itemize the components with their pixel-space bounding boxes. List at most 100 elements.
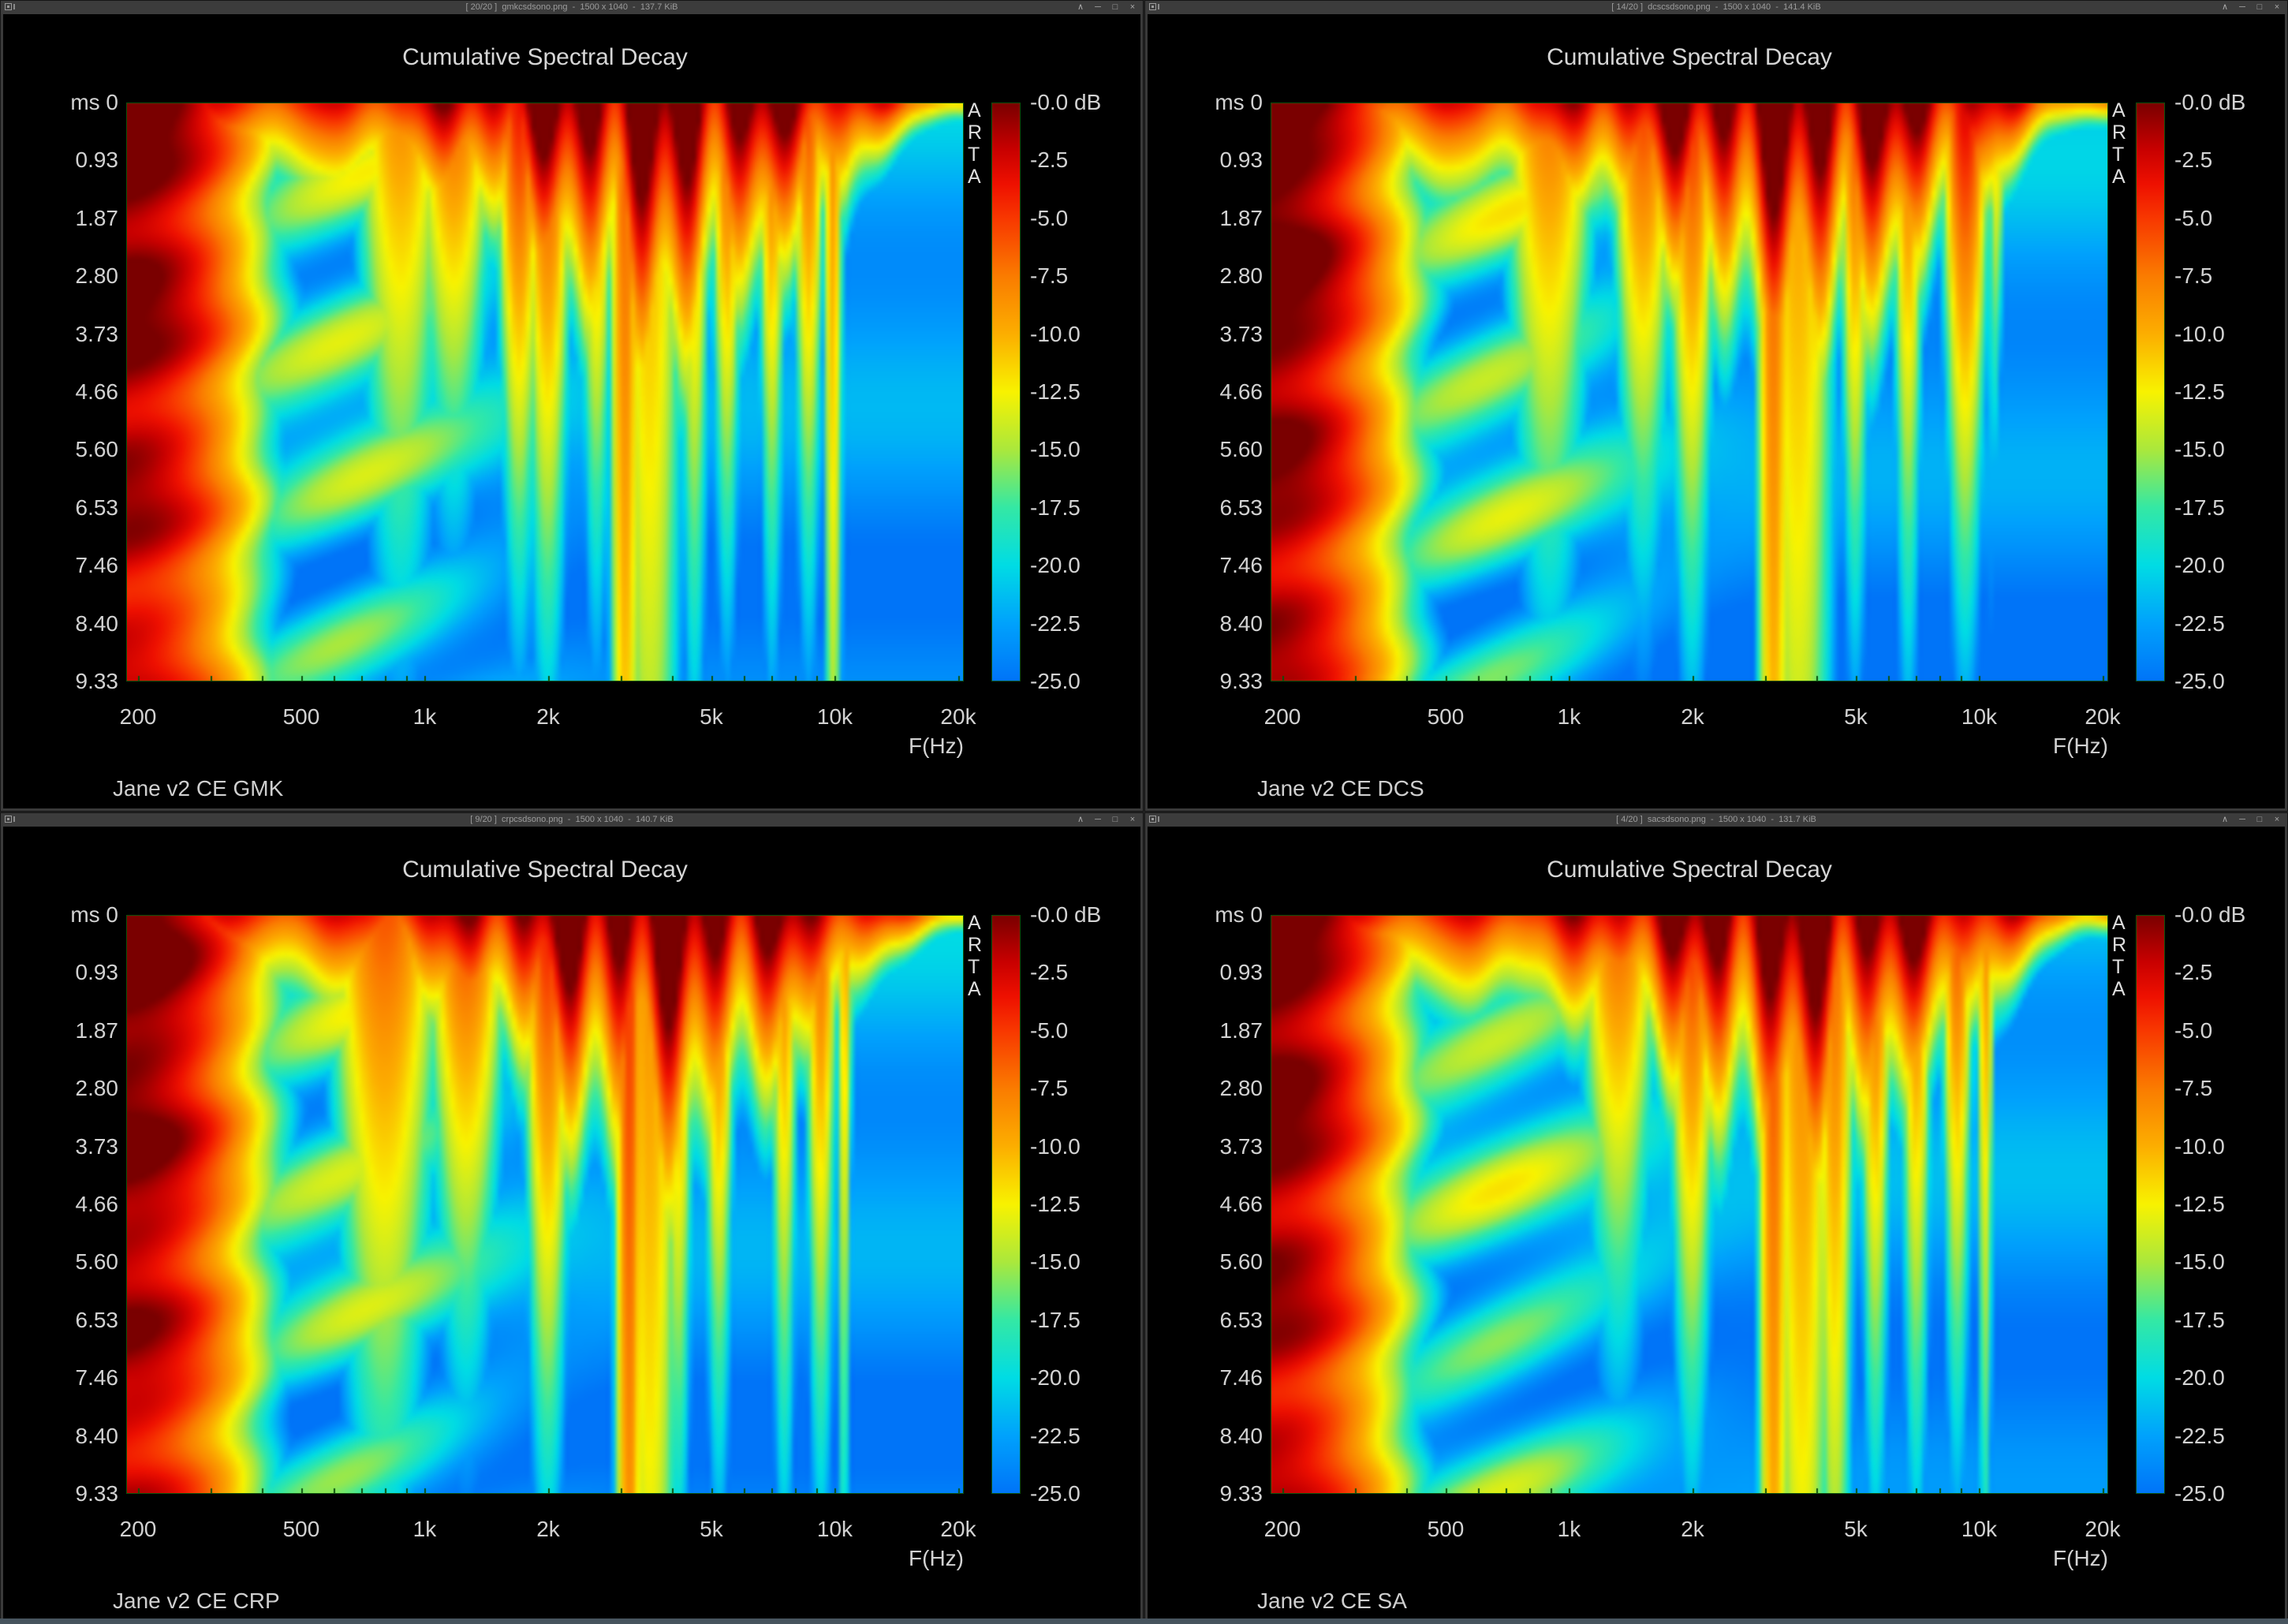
x-tick-label: 1k [412, 1517, 437, 1541]
csd-heatmap-canvas [127, 916, 963, 1493]
y-tick-label: 1.87 [75, 205, 119, 230]
colorbar-tick-label: -25.0 [2174, 1480, 2225, 1506]
x-tick-label: 2k [1681, 1517, 1704, 1541]
watermark-letter: A [2112, 99, 2126, 121]
window-button[interactable]: × [2274, 815, 2280, 824]
colorbar-tick-label: -15.0 [1030, 437, 1081, 462]
y-tick-label: 2.80 [75, 263, 119, 289]
y-tick-label: 9.33 [75, 668, 119, 693]
x-axis-labels: 200 500 1k 2k 5k 10k 20k [0, 1517, 1144, 1542]
window-titlebar[interactable]: [ 9/20 ] crpcsdsono.png - 1500 x 1040 - … [1, 813, 1143, 827]
window-title: [ 4/20 ] sacsdsono.png - 1500 x 1040 - 1… [1616, 815, 1816, 824]
colorbar-tick-label: -10.0 [1030, 1133, 1081, 1159]
colorbar-tick-label: -22.5 [2174, 1423, 2225, 1448]
window-button[interactable]: ─ [1095, 2, 1101, 12]
colorbar-tick-label: -0.0 dB [2174, 902, 2246, 927]
window-button[interactable]: × [1129, 815, 1136, 824]
watermark-letter: R [2112, 121, 2127, 144]
background-window-edge [0, 1618, 2288, 1624]
window-titlebar[interactable]: [ 14/20 ] dcscsdsono.png - 1500 x 1040 -… [1145, 1, 2287, 14]
window-titlebar[interactable]: [ 20/20 ] gmkcsdsono.png - 1500 x 1040 -… [1, 1, 1143, 14]
window-button[interactable]: ∧ [2221, 815, 2229, 824]
x-tick-label: 10k [816, 704, 853, 729]
chart-title: Cumulative Spectral Decay [402, 857, 688, 883]
window-title: [ 14/20 ] dcscsdsono.png - 1500 x 1040 -… [1611, 2, 1821, 12]
window-button[interactable]: ─ [2239, 815, 2245, 824]
x-tick-label: 10k [816, 1517, 853, 1541]
y-tick-label: 3.73 [1219, 321, 1263, 346]
window-button[interactable]: × [2274, 2, 2280, 12]
colorbar-tick-label: -20.0 [2174, 553, 2225, 578]
y-tick-label: 7.46 [1219, 553, 1263, 578]
window-titlebar[interactable]: [ 4/20 ] sacsdsono.png - 1500 x 1040 - 1… [1145, 813, 2287, 827]
x-tick-label: 20k [2085, 1517, 2121, 1541]
window-button[interactable]: ∧ [1077, 815, 1084, 824]
y-tick-label: 3.73 [1219, 1133, 1263, 1159]
x-tick-label: 20k [940, 1517, 976, 1541]
app-icon-glyph [1151, 6, 1154, 8]
y-tick-label: 0.93 [75, 147, 119, 173]
x-axis-unit-label: F(Hz) [909, 1546, 964, 1570]
watermark-letter: A [2112, 978, 2126, 1000]
y-tick-label: 9.33 [1219, 668, 1263, 693]
window-button[interactable]: □ [1112, 815, 1118, 824]
y-tick-label: 6.53 [75, 495, 119, 520]
colorbar-tick-label: -5.0 [1030, 205, 1069, 230]
window-button[interactable]: ─ [1095, 815, 1101, 824]
colorbar-tick-label: -17.5 [2174, 1307, 2225, 1332]
x-tick-label: 200 [119, 704, 157, 729]
colorbar-tick-label: -2.5 [2174, 960, 2213, 985]
x-tick-label: 2k [536, 1517, 560, 1541]
y-tick-label: 4.66 [75, 379, 119, 404]
y-tick-label: 8.40 [1219, 1423, 1263, 1448]
y-tick-label: 0.93 [75, 960, 119, 985]
window-button[interactable]: ∧ [1077, 2, 1084, 12]
window-button[interactable]: □ [1112, 2, 1118, 12]
window-button[interactable]: × [1129, 2, 1136, 12]
x-tick-label: 10k [1961, 704, 1998, 729]
x-tick-label: 1k [412, 704, 437, 729]
colorbar-tick-label: -12.5 [2174, 1191, 2225, 1216]
x-axis-labels: 200 500 1k 2k 5k 10k 20k [1144, 1517, 2288, 1542]
measurement-caption: Jane v2 CE DCS [1257, 776, 1424, 801]
app-icon[interactable] [1149, 3, 1159, 10]
app-icon[interactable] [5, 3, 15, 10]
colorbar-tick-label: -12.5 [1030, 1191, 1081, 1216]
y-tick-label: 5.60 [1219, 1249, 1263, 1275]
colorbar-tick-label: -7.5 [2174, 1076, 2213, 1101]
window-button[interactable]: □ [2256, 2, 2263, 12]
x-tick-label: 5k [700, 1517, 723, 1541]
app-icon[interactable] [5, 816, 15, 823]
colorbar-tick-label: -15.0 [2174, 1249, 2225, 1275]
colorbar-labels: -0.0 dB -2.5 -5.0 -7.5 -10.0 -12.5 -15.0 -17.5 -… [2174, 91, 2245, 693]
window-button[interactable]: ─ [2239, 2, 2245, 12]
app-icon[interactable] [1149, 816, 1159, 823]
window-buttons: ∧ ─ □ × [1076, 1, 1137, 14]
colorbar-tick-label: -25.0 [1030, 1480, 1081, 1506]
colorbar-tick-label: -10.0 [2174, 1133, 2225, 1159]
colorbar-tick-label: -20.0 [2174, 1365, 2225, 1391]
y-tick-label: 0.93 [1219, 147, 1263, 173]
window-button[interactable]: ∧ [2221, 2, 2229, 12]
x-tick-label: 200 [1263, 704, 1301, 729]
x-tick-label: 5k [1844, 704, 1868, 729]
colorbar-tick-label: -22.5 [2174, 610, 2225, 636]
colorbar-tick-label: -2.5 [1030, 147, 1069, 173]
watermark-letter: A [2112, 912, 2126, 934]
app-icon-glyph [1151, 818, 1154, 820]
y-tick-label: 2.80 [1219, 263, 1263, 289]
watermark-letter: T [2112, 956, 2125, 978]
colorbar-tick-label: -2.5 [1030, 960, 1069, 985]
colorbar-tick-label: -25.0 [2174, 668, 2225, 693]
colorbar-tick-label: -0.0 dB [1030, 902, 1102, 927]
y-tick-label: ms 0 [70, 902, 118, 927]
colorbar [991, 103, 1021, 681]
x-tick-label: 500 [1427, 1517, 1465, 1541]
y-tick-label: 4.66 [1219, 379, 1263, 404]
colorbar-labels: -0.0 dB -2.5 -5.0 -7.5 -10.0 -12.5 -15.0 -17.5 -… [1030, 91, 1101, 693]
window-button[interactable]: □ [2256, 815, 2263, 824]
image-viewer-window: [ 9/20 ] crpcsdsono.png - 1500 x 1040 - … [0, 812, 1144, 1624]
